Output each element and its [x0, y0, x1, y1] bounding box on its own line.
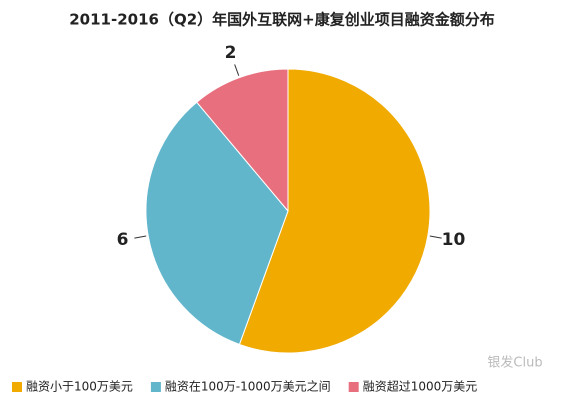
chart-title: 2011-2016（Q2）年国外互联网+康复创业项目融资金额分布: [69, 11, 494, 29]
pie-slice: [145, 101, 289, 346]
legend-swatch: [150, 382, 161, 392]
legend-label: 融资超过1000万美元: [363, 379, 478, 394]
leader-line: [234, 64, 240, 76]
legend-label: 融资在100万-1000万美元之间: [165, 380, 331, 394]
data-label: 6: [117, 230, 129, 250]
data-label: 2: [225, 43, 237, 63]
legend-swatch: [12, 382, 22, 392]
legend-swatch: [348, 382, 359, 392]
data-label: 10: [442, 230, 466, 250]
legend-label: 融资小于100万美元: [26, 380, 133, 394]
watermark: 银发Club: [487, 355, 542, 371]
leader-line: [429, 235, 442, 239]
pie-slice: [238, 68, 431, 354]
leader-line: [134, 235, 147, 239]
pie-slice: [196, 68, 289, 213]
